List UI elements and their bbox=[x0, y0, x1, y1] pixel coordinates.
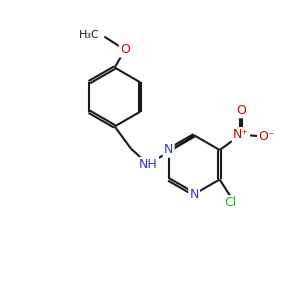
Text: H₃C: H₃C bbox=[79, 30, 100, 40]
Text: NH: NH bbox=[139, 158, 158, 171]
Text: N: N bbox=[190, 188, 199, 201]
Text: Cl: Cl bbox=[224, 196, 236, 209]
Text: N⁺: N⁺ bbox=[233, 128, 249, 141]
Text: O⁻: O⁻ bbox=[258, 130, 275, 143]
Text: N: N bbox=[164, 143, 173, 157]
Text: O: O bbox=[236, 104, 246, 117]
Text: O: O bbox=[120, 44, 130, 56]
